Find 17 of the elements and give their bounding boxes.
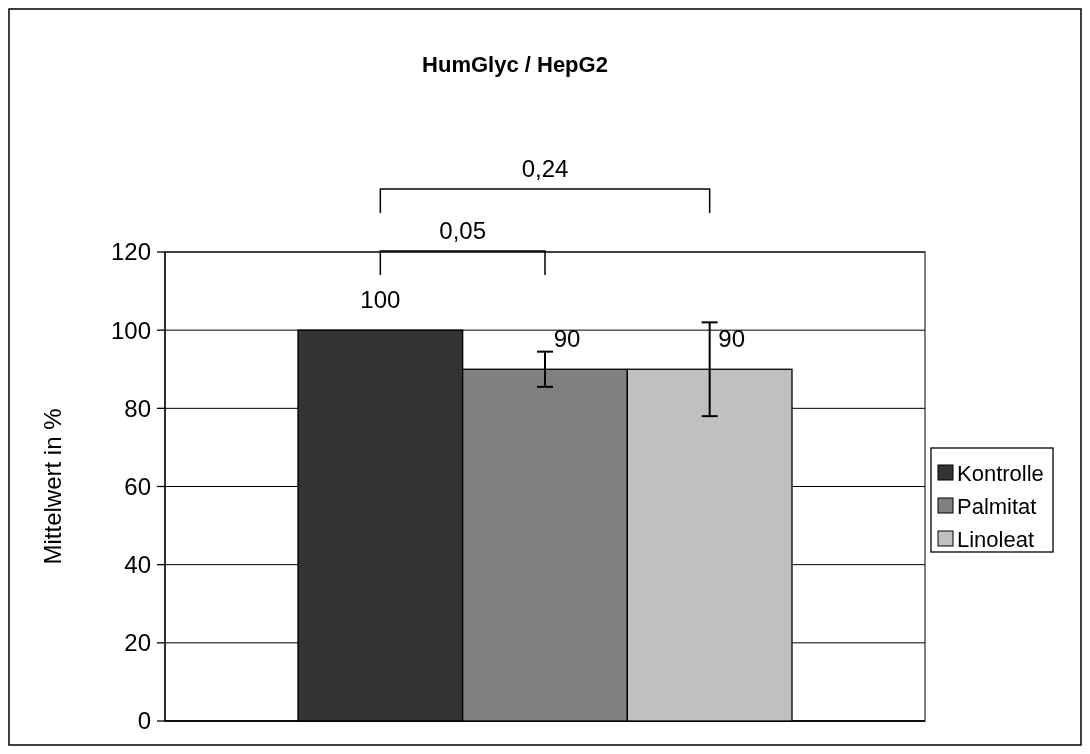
- y-axis-title: Mittelwert in %: [39, 408, 67, 565]
- y-tick-label: 0: [137, 707, 151, 735]
- y-tick-label: 120: [110, 238, 151, 266]
- y-tick-label: 80: [124, 394, 151, 422]
- y-tick-label: 40: [124, 551, 151, 579]
- legend-label: Palmitat: [957, 493, 1037, 519]
- chart-title: HumGlyc / HepG2: [422, 52, 608, 77]
- data-label: 90: [718, 325, 746, 353]
- y-tick-label: 60: [124, 472, 151, 500]
- y-tick-label: 20: [124, 629, 151, 657]
- data-label: 100: [360, 286, 401, 314]
- text: 0,24: [521, 155, 569, 182]
- legend-label: Linoleat: [957, 526, 1035, 552]
- text: 0,05: [439, 217, 487, 244]
- data-label: 90: [553, 325, 581, 353]
- legend-label: Kontrolle: [957, 460, 1044, 486]
- y-tick-label: 100: [110, 316, 151, 344]
